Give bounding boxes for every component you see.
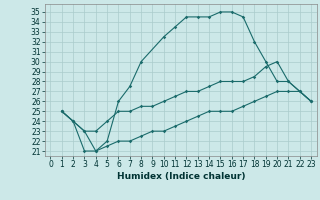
X-axis label: Humidex (Indice chaleur): Humidex (Indice chaleur) xyxy=(116,172,245,181)
